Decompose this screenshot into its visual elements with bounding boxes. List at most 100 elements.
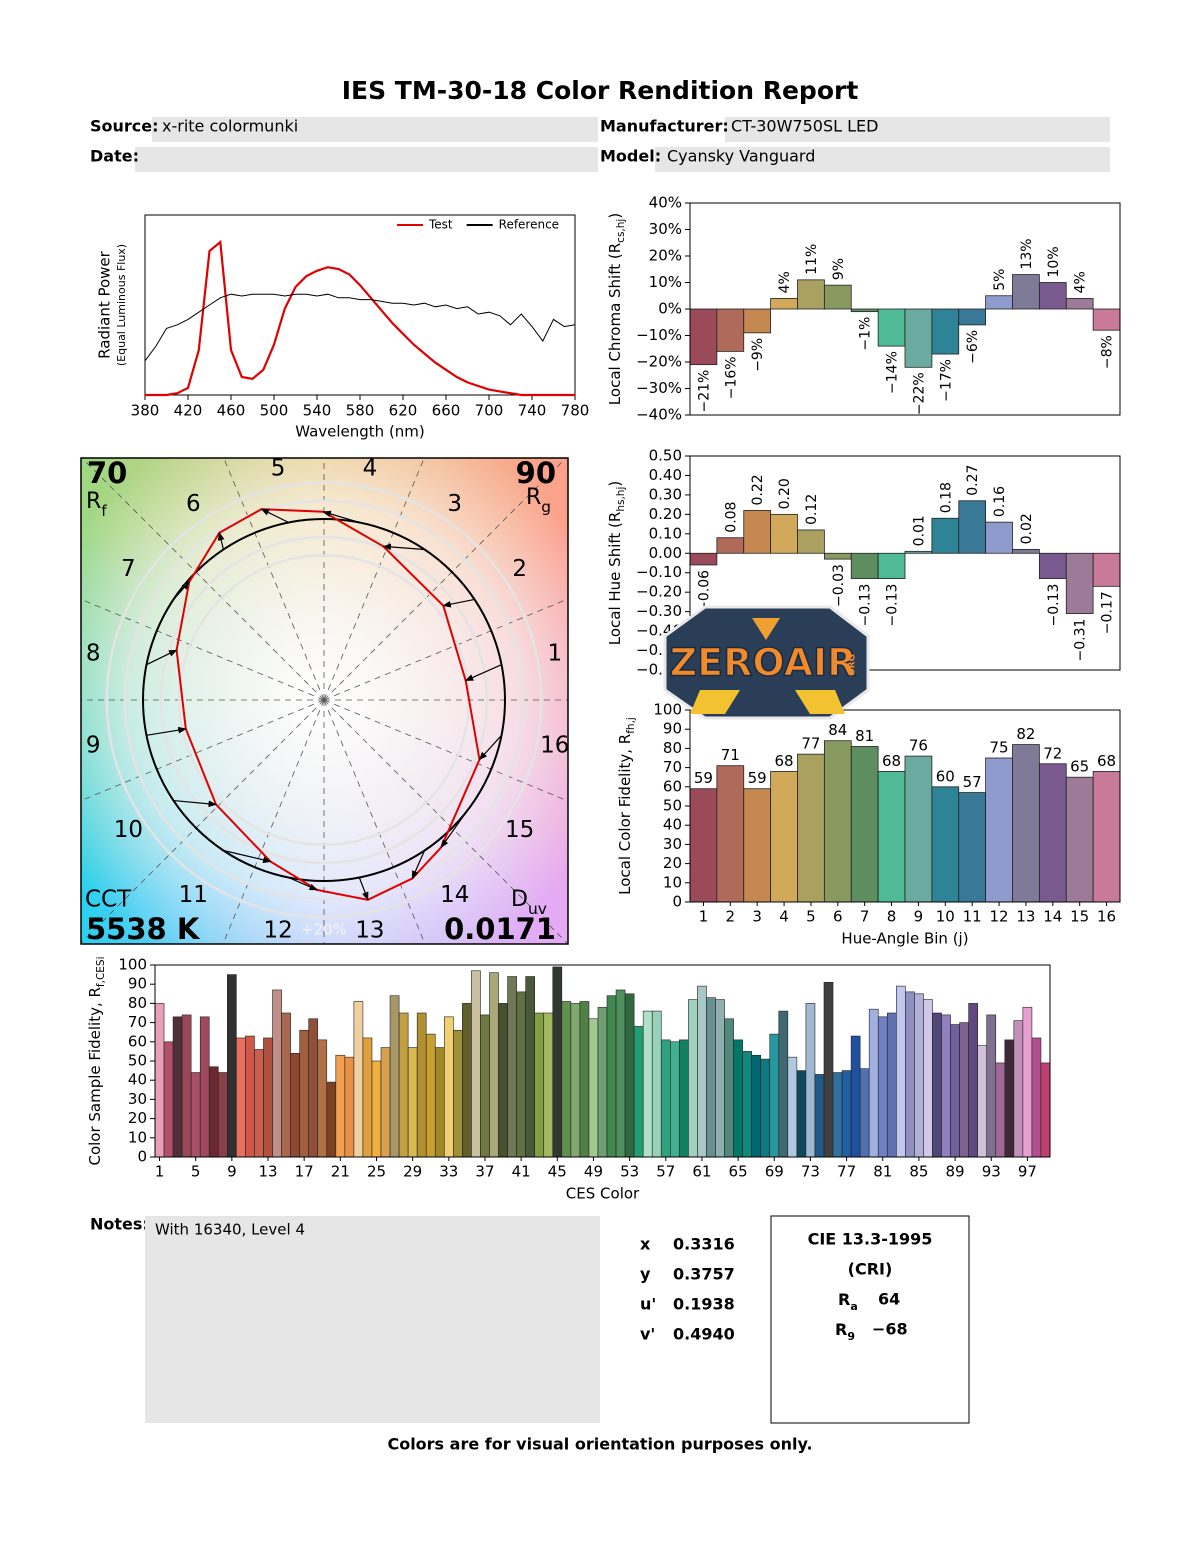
y-tick-label: −10%	[636, 326, 682, 344]
bar	[958, 792, 987, 903]
y-tick-label: 80	[128, 994, 147, 1012]
bar	[272, 989, 282, 1158]
bar	[958, 500, 987, 554]
bar	[797, 529, 825, 554]
watermark-icon	[752, 618, 780, 640]
legend-label: Test	[428, 218, 453, 232]
bar	[904, 550, 933, 554]
y-axis-label-sub: fh,j	[625, 717, 637, 734]
field-box	[135, 147, 598, 172]
bar	[985, 757, 1013, 903]
bar	[1012, 744, 1040, 903]
report-title: IES TM-30-18 Color Rendition Report	[342, 76, 859, 105]
cri-value: −68	[872, 1320, 908, 1339]
bar	[985, 295, 1013, 310]
bar	[380, 1047, 391, 1158]
bar	[1065, 552, 1094, 614]
y-tick-label: 60	[663, 777, 682, 795]
cct-unit: K	[177, 912, 201, 946]
y-tick-label: 50	[128, 1052, 147, 1070]
bar	[199, 1016, 210, 1158]
chromaticity-label: x	[640, 1235, 651, 1254]
x-tick-label: 65	[729, 1163, 748, 1181]
bar	[254, 1049, 264, 1158]
y-axis-label: Local Hue Shift (Rhs,hj)	[606, 481, 628, 645]
data-label: 0.20	[777, 478, 793, 509]
bar	[769, 1033, 780, 1158]
bar	[805, 1003, 816, 1158]
bar	[689, 788, 718, 903]
chromaticity-label: y	[640, 1265, 651, 1284]
bar	[154, 1003, 165, 1158]
field-label: Manufacturer:	[600, 117, 729, 136]
bar	[552, 966, 563, 1158]
bar	[1031, 1037, 1042, 1158]
y-tick-label: 20%	[649, 247, 682, 265]
ring-label: +20%	[301, 920, 347, 938]
chroma-ring	[123, 499, 525, 901]
y-tick-label: 20	[663, 854, 682, 872]
bar	[443, 1016, 454, 1158]
y-tick-label: 0.30	[649, 485, 682, 503]
bar	[597, 1006, 608, 1158]
bar	[371, 1060, 382, 1158]
notes-box	[145, 1216, 600, 1423]
bar	[733, 1039, 743, 1158]
x-tick-label: 11	[963, 908, 982, 926]
x-axis-label: CES Color	[566, 1185, 640, 1203]
bar	[1013, 1020, 1024, 1158]
y-tick-label: 0.00	[649, 544, 682, 562]
bar	[706, 997, 716, 1158]
bar	[489, 972, 499, 1158]
data-label: −14%	[885, 351, 901, 394]
bar	[389, 995, 400, 1158]
bar	[543, 1012, 554, 1158]
data-label: −6%	[965, 330, 981, 364]
x-tick-label: 10	[936, 908, 955, 926]
watermark-beam	[795, 690, 845, 714]
bar	[823, 552, 852, 560]
x-tick-label: 25	[367, 1163, 386, 1181]
y-axis-label: Local Color Fidelity, Rfh,j	[616, 717, 638, 895]
bar	[1092, 771, 1121, 903]
field-value: Cyansky Vanguard	[667, 147, 815, 166]
watermark-beam	[690, 690, 740, 714]
bar	[797, 753, 825, 903]
x-axis-label: Wavelength (nm)	[295, 423, 425, 441]
rf-label-main: R	[86, 489, 101, 514]
shift-arrow	[260, 508, 289, 524]
data-label: 5%	[992, 269, 1008, 291]
y-axis-label-sub: hs,hj	[615, 487, 627, 512]
x-tick-label: 580	[346, 402, 375, 420]
y-axis-label: Color Sample Fidelity, Rf,CESi	[86, 956, 108, 1165]
bar	[633, 1026, 644, 1158]
bar	[716, 765, 745, 903]
bin-label: 16	[540, 732, 569, 758]
cri-symbol: R	[838, 1290, 850, 1309]
bar	[1038, 282, 1067, 310]
bar	[743, 510, 772, 554]
y-tick-label: −0.10	[636, 563, 682, 581]
vector-plot	[81, 458, 568, 944]
data-label: −21%	[696, 370, 712, 413]
bar	[660, 1039, 671, 1158]
x-tick-label: 61	[692, 1163, 711, 1181]
plot-frame	[154, 964, 1051, 1158]
x-tick-label: 93	[982, 1163, 1001, 1181]
data-label: −0.13	[858, 584, 874, 627]
shift-arrow	[382, 543, 425, 551]
bar	[823, 284, 852, 310]
bar	[236, 1037, 246, 1158]
shift-arrow	[173, 581, 190, 600]
bar	[968, 1003, 978, 1158]
bar	[498, 1003, 508, 1158]
y-tick-label: 10	[663, 873, 682, 891]
bar	[877, 552, 906, 579]
data-label: −0.06	[696, 570, 712, 613]
bar	[525, 976, 535, 1158]
data-label: 60	[936, 767, 955, 785]
bar	[606, 995, 617, 1158]
data-label: 4%	[777, 271, 793, 293]
bar	[190, 1072, 201, 1158]
